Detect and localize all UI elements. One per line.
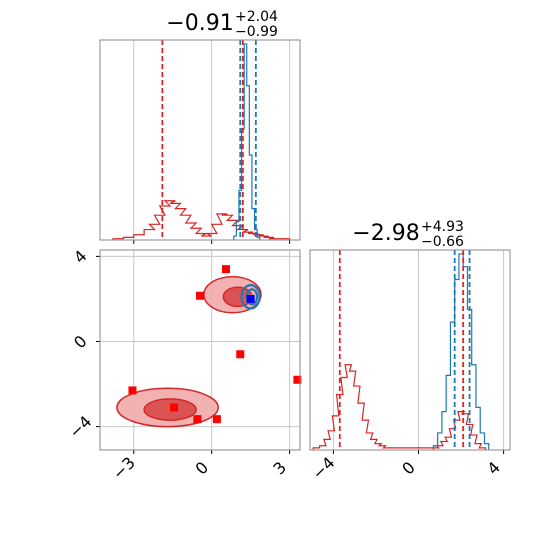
mid-ytick-label-2: 4 bbox=[70, 246, 91, 267]
br-hist-xtick-label-0: −4 bbox=[308, 453, 338, 483]
title-top-left-upper: +2.04 bbox=[235, 9, 278, 25]
title-bottom-right-value: −2.98 bbox=[352, 221, 419, 246]
top-hist-series-0 bbox=[112, 200, 291, 240]
sample-point-6 bbox=[193, 415, 202, 424]
top-hist-frame bbox=[99, 39, 301, 241]
top-hist-series-0-bin-2 bbox=[134, 235, 144, 240]
top-hist-series-0-bin-10 bbox=[181, 215, 191, 240]
mid-xtick-label-2: 3 bbox=[269, 458, 290, 479]
title-top-left-value: −0.91 bbox=[166, 11, 233, 36]
sample-point-0 bbox=[221, 265, 230, 274]
title-bottom-right-lower: −0.66 bbox=[421, 234, 464, 250]
sample-point-3 bbox=[293, 375, 302, 384]
sample-point-1 bbox=[196, 291, 204, 300]
contour-panel-bottom-left: −3 0 3 −4 0 4 bbox=[65, 246, 302, 483]
sample-point-7 bbox=[212, 415, 221, 424]
mid-frame bbox=[99, 249, 301, 451]
title-top-left-lower: −0.99 bbox=[235, 24, 278, 40]
br-hist-xtick-label-1: 0 bbox=[398, 458, 419, 479]
sample-point-4 bbox=[128, 386, 137, 395]
histogram-panel-top-left bbox=[99, 39, 301, 244]
top-hist-series-0-bin-9 bbox=[175, 209, 185, 240]
br-hist-xtick-label-2: 4 bbox=[483, 458, 504, 479]
br-hist-series-1 bbox=[432, 253, 490, 450]
top-hist-series-0-bin-11 bbox=[186, 223, 196, 240]
top-hist-series-0-bin-3 bbox=[144, 230, 154, 240]
mid-ytick-label-0: −4 bbox=[65, 412, 95, 442]
histogram-panel-bottom-right: −4 0 4 bbox=[308, 249, 511, 483]
title-top-left: −0.91 bbox=[166, 11, 233, 36]
top-hist-series-0-bin-7 bbox=[165, 201, 175, 240]
br-hist-series-0-bin-1 bbox=[320, 446, 326, 450]
title-bottom-right-upper: +4.93 bbox=[421, 219, 464, 235]
title-bottom-right: −2.98 bbox=[352, 221, 419, 246]
br-hist-series-0-bin-8 bbox=[349, 371, 355, 450]
mid-xtick-label-1: 0 bbox=[191, 458, 212, 479]
sample-point-2 bbox=[236, 350, 245, 359]
mid-xtick-label-0: −3 bbox=[109, 453, 139, 483]
br-hist-series-1-bin-9 bbox=[472, 365, 476, 450]
br-hist-series-1-bin-3 bbox=[446, 375, 450, 450]
contour-outer-4 bbox=[240, 284, 261, 310]
sample-point-5 bbox=[170, 403, 179, 412]
top-hist-series-0-bin-18 bbox=[222, 215, 232, 240]
sample-point-8 bbox=[246, 294, 255, 303]
br-hist-frame bbox=[309, 249, 511, 451]
top-hist-series-1 bbox=[233, 43, 261, 240]
top-hist-series-0-bin-6 bbox=[160, 206, 170, 240]
mid-ytick-label-1: 0 bbox=[70, 332, 91, 353]
